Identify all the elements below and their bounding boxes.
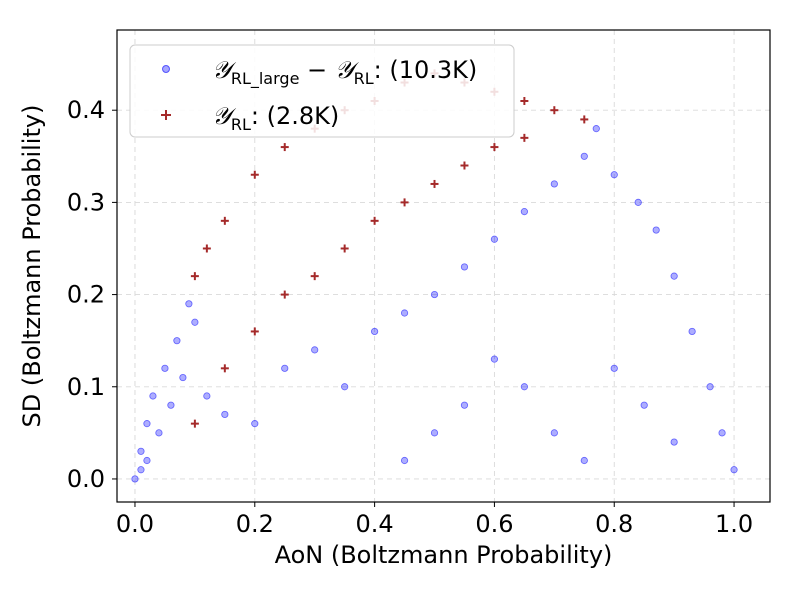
data-point bbox=[190, 272, 199, 281]
data-point bbox=[460, 263, 469, 271]
data-point bbox=[250, 170, 259, 179]
data-point bbox=[490, 355, 499, 363]
data-point bbox=[490, 143, 499, 152]
x-tick-label: 0.8 bbox=[595, 510, 633, 538]
data-point bbox=[203, 392, 211, 400]
data-point bbox=[161, 364, 169, 372]
data-point bbox=[143, 456, 151, 465]
data-point bbox=[155, 429, 163, 437]
data-point bbox=[400, 198, 409, 207]
data-point bbox=[311, 346, 319, 354]
data-point bbox=[371, 327, 379, 336]
data-point bbox=[610, 364, 618, 372]
y-tick-label: 0.0 bbox=[67, 465, 105, 493]
data-point bbox=[220, 364, 229, 373]
y-tick-label: 0.3 bbox=[67, 188, 105, 216]
data-point bbox=[640, 401, 648, 409]
y-tick-label: 0.2 bbox=[67, 281, 105, 309]
data-point bbox=[652, 226, 660, 234]
ticks-layer: 0.0 0.2 0.4 0.6 0.8 1.0 0.0 0.1 0.2 0.3 0.4 bbox=[67, 96, 753, 538]
data-point bbox=[634, 198, 642, 206]
data-point bbox=[550, 106, 559, 115]
plot-frame bbox=[116, 29, 771, 503]
legend-box bbox=[129, 44, 515, 138]
data-point bbox=[610, 171, 618, 179]
data-point bbox=[670, 438, 678, 446]
y-axis-title: SD (Boltzmann Probability) bbox=[18, 105, 46, 428]
data-point bbox=[185, 300, 193, 308]
data-point bbox=[281, 364, 289, 372]
data-point bbox=[592, 125, 600, 133]
data-point bbox=[190, 419, 199, 428]
legend: 𝒴RL_large − 𝒴RL: (10.3K) 𝒴RL: (2.8K) bbox=[129, 44, 515, 138]
legend-label-series-1: 𝒴RL_large − 𝒴RL: (10.3K) bbox=[212, 56, 477, 89]
data-point bbox=[221, 410, 229, 419]
data-point bbox=[202, 244, 211, 253]
data-point bbox=[490, 235, 499, 243]
data-point bbox=[580, 115, 589, 124]
data-point bbox=[220, 216, 229, 225]
data-point bbox=[191, 318, 199, 326]
legend-marker-blue-circle bbox=[162, 65, 170, 73]
x-tick-label: 0.6 bbox=[475, 510, 513, 538]
data-point bbox=[430, 179, 439, 188]
data-point bbox=[730, 466, 738, 474]
data-point bbox=[167, 401, 175, 409]
data-point bbox=[131, 475, 139, 483]
x-tick-label: 0.0 bbox=[116, 510, 154, 538]
data-point bbox=[430, 429, 439, 437]
data-point bbox=[340, 244, 349, 253]
data-point bbox=[520, 96, 529, 105]
data-point bbox=[430, 290, 439, 299]
data-point bbox=[370, 216, 379, 225]
data-point bbox=[520, 383, 528, 391]
y-tick-label: 0.1 bbox=[67, 373, 105, 401]
data-point bbox=[310, 272, 319, 281]
data-point bbox=[280, 143, 289, 152]
data-point bbox=[341, 383, 349, 391]
data-point bbox=[179, 373, 187, 382]
x-tick-label: 1.0 bbox=[715, 510, 753, 538]
data-point bbox=[149, 392, 157, 400]
data-point bbox=[580, 456, 588, 465]
series-1-markers bbox=[131, 125, 738, 483]
data-point bbox=[670, 272, 678, 280]
y-tick-label: 0.4 bbox=[67, 96, 105, 124]
data-point bbox=[550, 429, 558, 437]
data-point bbox=[137, 447, 145, 455]
data-point bbox=[250, 327, 259, 336]
data-point bbox=[550, 180, 558, 188]
series-layer bbox=[131, 69, 738, 483]
legend-marker-red-plus bbox=[161, 110, 171, 120]
x-axis-title: AoN (Boltzmann Probability) bbox=[275, 541, 613, 569]
data-point bbox=[400, 456, 409, 465]
data-point bbox=[280, 290, 289, 299]
data-point bbox=[520, 208, 528, 216]
data-point bbox=[520, 133, 529, 142]
data-point bbox=[400, 309, 409, 317]
data-point bbox=[688, 327, 696, 336]
data-point bbox=[718, 429, 726, 437]
data-point bbox=[460, 401, 469, 409]
x-tick-label: 0.2 bbox=[236, 510, 274, 538]
data-point bbox=[137, 466, 145, 474]
data-point bbox=[580, 152, 588, 160]
legend-label-series-2: 𝒴RL: (2.8K) bbox=[212, 102, 339, 134]
data-point bbox=[251, 420, 259, 428]
data-point bbox=[143, 420, 151, 428]
data-point bbox=[706, 383, 714, 391]
data-point bbox=[173, 337, 181, 345]
x-tick-label: 0.4 bbox=[356, 510, 394, 538]
data-point bbox=[460, 161, 469, 170]
